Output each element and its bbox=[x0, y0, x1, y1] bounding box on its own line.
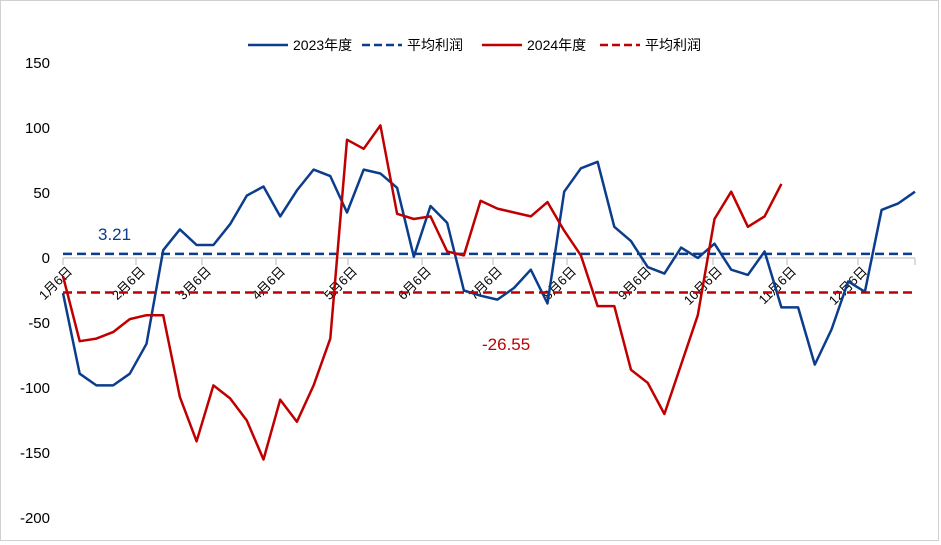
x-tick-label: 3月6日 bbox=[175, 264, 214, 303]
series-line-2024年度 bbox=[61, 124, 783, 461]
x-tick-label: 9月6日 bbox=[615, 264, 654, 303]
average-labels: 3.21 -26.55 bbox=[98, 225, 530, 354]
legend-label: 平均利润 bbox=[407, 37, 463, 53]
y-tick-label: -150 bbox=[20, 445, 50, 462]
x-tick-label: 5月6日 bbox=[321, 264, 360, 303]
series-lines bbox=[61, 124, 916, 461]
y-axis: 150 100 50 0 -50 -100 -150 -200 bbox=[20, 55, 50, 527]
y-tick-label: 50 bbox=[33, 185, 50, 202]
y-tick-label: -50 bbox=[28, 315, 50, 332]
y-tick-label: 100 bbox=[25, 120, 50, 137]
x-tick-label: 4月6日 bbox=[249, 264, 288, 303]
legend: 2023年度 平均利润 2024年度 平均利润 bbox=[248, 37, 701, 53]
average-label-2023: 3.21 bbox=[98, 225, 131, 244]
y-tick-label: 150 bbox=[25, 55, 50, 72]
legend-label: 平均利润 bbox=[645, 37, 701, 53]
x-tick-label: 2月6日 bbox=[109, 264, 148, 303]
x-axis: 1月6日 2月6日 3月6日 4月6日 5月6日 6月6日 7月6日 8月6日 9月6日 10月6… bbox=[36, 257, 916, 308]
x-tick-label: 6月6日 bbox=[395, 264, 434, 303]
legend-label: 2023年度 bbox=[293, 37, 352, 53]
average-label-2024: -26.55 bbox=[482, 335, 530, 354]
y-tick-label: -200 bbox=[20, 510, 50, 527]
legend-label: 2024年度 bbox=[527, 37, 586, 53]
x-tick-label: 8月6日 bbox=[540, 264, 579, 303]
series-line-2023年度 bbox=[61, 160, 916, 387]
y-tick-label: 0 bbox=[42, 250, 50, 267]
y-tick-label: -100 bbox=[20, 380, 50, 397]
x-tick-label: 11月6日 bbox=[755, 264, 799, 308]
